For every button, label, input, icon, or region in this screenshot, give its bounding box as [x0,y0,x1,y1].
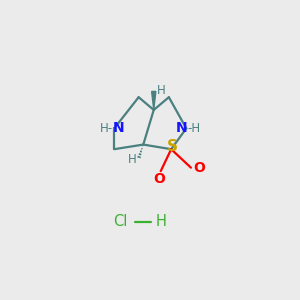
Text: O: O [154,172,166,186]
Text: N: N [176,122,188,135]
Text: S: S [167,140,178,154]
Text: O: O [193,161,205,175]
Text: -H: -H [188,122,201,135]
Text: N: N [113,122,125,135]
Text: H: H [128,153,136,166]
Text: H: H [156,214,167,230]
Text: Cl: Cl [112,214,127,230]
Text: H: H [157,84,166,97]
Polygon shape [152,92,156,110]
Text: H-: H- [100,122,113,135]
